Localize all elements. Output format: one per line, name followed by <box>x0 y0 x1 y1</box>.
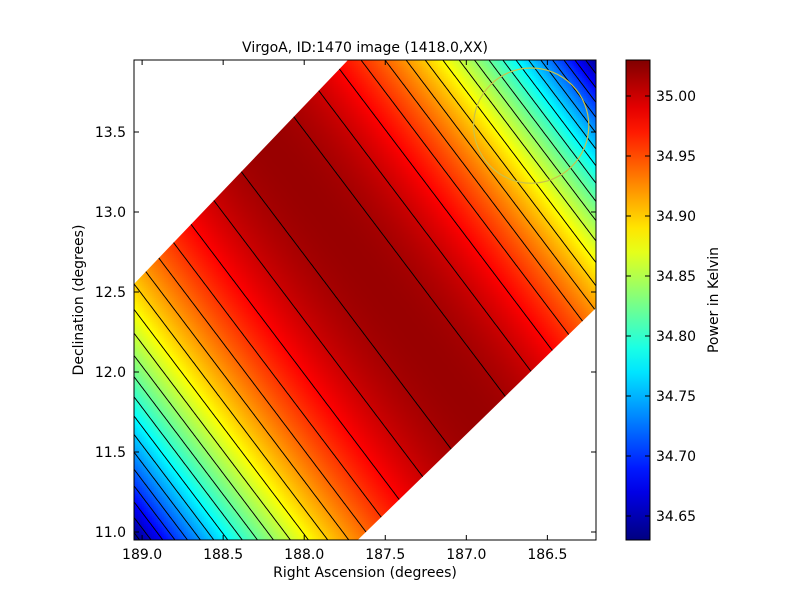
contour-lines <box>134 60 596 540</box>
contour-line-11 <box>134 60 596 540</box>
colorbar-frame <box>625 59 651 541</box>
colorbar-ticks: 34.65 34.70 34.75 34.80 34.85 34.90 34.95 35.00 <box>626 89 696 525</box>
x-tick-label: 189.0 <box>122 547 162 563</box>
colorbar-tick-label: 34.75 <box>656 389 696 405</box>
x-tick-label: 188.5 <box>203 547 243 563</box>
colorbar-tick-label: 34.90 <box>656 209 696 225</box>
y-tick-label: 13.5 <box>95 125 126 141</box>
x-tick-label: 186.5 <box>527 547 567 563</box>
colorbar-tick-label: 35.00 <box>656 89 696 105</box>
contour-line-5 <box>134 60 596 540</box>
colorbar-tick-label: 34.65 <box>656 509 696 525</box>
contour-line-14 <box>134 60 596 540</box>
contour-line-13 <box>134 60 596 540</box>
chart-title: VirgoA, ID:1470 image (1418.0,XX) <box>242 40 488 56</box>
x-tick-label: 187.5 <box>365 547 405 563</box>
plot-frame <box>133 59 597 541</box>
colorbar-tick-label: 34.85 <box>656 269 696 285</box>
y-tick-label: 12.0 <box>95 365 126 381</box>
y-tick-label: 11.0 <box>95 525 126 541</box>
y-tick-label: 12.5 <box>95 285 126 301</box>
contour-line-9 <box>134 60 596 540</box>
y-tick-label: 11.5 <box>95 445 126 461</box>
x-tick-label: 187.0 <box>446 547 486 563</box>
colorbar-tick-label: 34.70 <box>656 449 696 465</box>
contour-line-4 <box>134 60 596 540</box>
x-axis-ticks: 189.0 188.5 188.0 187.5 187.0 186.5 <box>122 60 567 563</box>
contour-line-6 <box>134 60 596 540</box>
y-axis-label: Declination (degrees) <box>71 225 87 376</box>
colorbar-label: Power in Kelvin <box>706 247 722 353</box>
contour-line-10 <box>134 60 596 540</box>
y-tick-label: 13.0 <box>95 205 126 221</box>
contour-line-8 <box>134 60 596 540</box>
plot-area: 189.0 188.5 188.0 187.5 187.0 186.5 11.011.51… <box>95 59 597 563</box>
colorbar-tick-label: 34.80 <box>656 329 696 345</box>
colorbar: 34.65 34.70 34.75 34.80 34.85 34.90 34.95 35.00… <box>625 59 722 541</box>
beam-circle <box>473 67 590 184</box>
colorbar-tick-label: 34.95 <box>656 149 696 165</box>
x-axis-label: Right Ascension (degrees) <box>273 565 457 581</box>
y-axis-ticks: 11.0 11.5 12.0 12.5 13.0 13.5 <box>95 125 596 541</box>
x-tick-label: 188.0 <box>284 547 324 563</box>
contour-line-2 <box>134 60 596 540</box>
contour-line-12 <box>134 60 596 540</box>
colorbar-fill <box>626 60 650 540</box>
contour-line-0 <box>134 532 140 540</box>
